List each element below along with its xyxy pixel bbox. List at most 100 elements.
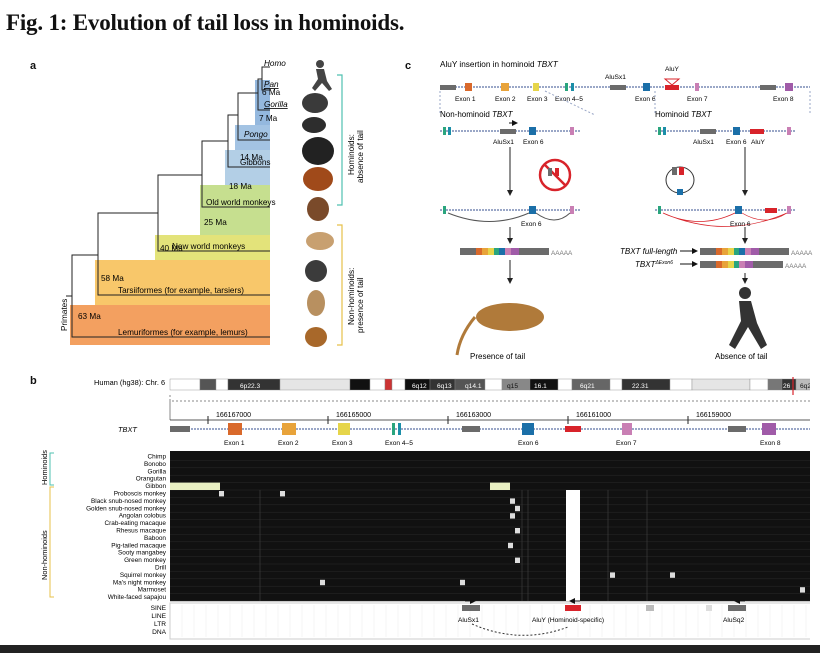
aluy-marker-top — [663, 78, 681, 86]
gene-exon-label: Exon 8 — [760, 440, 781, 447]
band-label: 26 — [783, 383, 791, 390]
taxon-gorilla: Gorilla — [264, 100, 288, 109]
h-transcript-delta — [700, 261, 783, 268]
nh-alusx1-label: AluSx1 — [493, 139, 514, 146]
taxon-homo: Homo — [264, 59, 286, 68]
gene-exon-block — [392, 423, 395, 435]
panel-b-alignment: Human (hg38): Chr. 6 6p22.3 6q12 6q13 q14.1… — [40, 377, 810, 640]
top-exon-1 — [465, 83, 472, 91]
repeat-label-alusx1: AluSx1 — [458, 617, 479, 624]
species-label: White-faced sapajou — [108, 594, 167, 601]
panel-c-mechanism: AluY insertion in hominoid TBXT AluSx1 A… — [439, 60, 813, 361]
age-6ma: 6 Ma — [262, 88, 281, 97]
coordinate-label: 166167000 — [216, 412, 251, 419]
h-transcript-full — [700, 248, 789, 255]
coordinate-label: 166159000 — [696, 412, 731, 419]
gene-exon-label: Exon 2 — [278, 440, 299, 447]
top-exon2-label: Exon 2 — [495, 96, 516, 103]
top-exon-4 — [565, 83, 568, 91]
monkey-with-tail-icon — [476, 303, 544, 331]
species-label: Bonobo — [144, 461, 166, 468]
gene-exon-block — [282, 423, 296, 435]
band-label: 6p22.3 — [240, 383, 261, 390]
gene-exon-block — [228, 423, 242, 435]
top-exon45-label: Exon 4–5 — [555, 96, 583, 103]
hominoid-bracket-line1: Hominoids: — [347, 134, 356, 175]
h-poly-a-delta: AAAAA — [785, 263, 807, 270]
panel-b-letter: b — [30, 375, 37, 387]
bottom-bar — [0, 645, 820, 653]
group-bracket-hominoids — [49, 452, 54, 486]
tree-background-lemuriformes — [70, 305, 270, 345]
species-label: Gorilla — [148, 468, 167, 475]
nh-transcript — [460, 248, 549, 255]
gorilla-icon — [302, 137, 334, 165]
species-label: Orangutan — [136, 476, 167, 483]
gene-exon-label: Exon 6 — [518, 440, 539, 447]
h-aluy-label: AluY — [751, 139, 766, 146]
gene-exon-label: Exon 3 — [332, 440, 353, 447]
top-label-alusx1: AluSx1 — [605, 74, 626, 81]
hominoid-bracket-line2: absence of tail — [356, 130, 365, 183]
old-world-monkey-icon — [306, 232, 334, 250]
nh-exon6-label: Exon 6 — [523, 139, 544, 146]
repeat-track-label: LTR — [154, 621, 166, 628]
species-label: Ma's night monkey — [113, 579, 167, 586]
taxon-lemuriformes: Lemuriformes (for example, lemurs) — [118, 328, 248, 337]
species-label: Pig-tailed macaque — [111, 542, 166, 549]
taxon-pan: Pan — [264, 80, 279, 89]
gene-exon-block — [762, 423, 776, 435]
taxon-gibbons: Gibbons — [240, 158, 271, 167]
taxon-owm: Old world monkeys — [206, 198, 276, 207]
lemur-icon — [305, 327, 327, 347]
new-world-monkey-icon — [305, 260, 327, 282]
top-exon-3 — [533, 83, 539, 91]
age-25ma: 25 Ma — [204, 218, 227, 227]
human-runner-icon — [312, 60, 332, 91]
species-label: Sooty mangabey — [118, 550, 167, 557]
nonhominoid-bracket-line1: Non-hominoids: — [347, 268, 356, 325]
animal-silhouettes — [302, 60, 334, 347]
repeat-alusq2-block — [728, 605, 746, 611]
panel-c-title: AluY insertion in hominoid TBXT — [440, 60, 559, 69]
panel-a-letter: a — [30, 60, 37, 72]
repeat-label-alusq2: AluSq2 — [723, 617, 745, 624]
hominoid-title: Hominoid TBXT — [655, 110, 713, 119]
nonhominoid-title: Non-hominoid TBXT — [440, 110, 514, 119]
gene-label-tbxt: TBXT — [118, 425, 137, 434]
nonhominoid-bracket — [337, 224, 343, 346]
group-label-nonhominoids: Non-hominoids — [40, 530, 49, 580]
species-label: Baboon — [144, 535, 166, 542]
human-runner-no-tail-icon — [729, 287, 767, 349]
species-label: Drill — [155, 565, 166, 572]
top-label-aluy: AluY — [665, 66, 680, 73]
species-label: Proboscis monkey — [114, 491, 167, 498]
gene-exon-block — [338, 423, 350, 435]
age-63ma: 63 Ma — [78, 312, 101, 321]
band-label: 6q21 — [580, 383, 595, 390]
tree-background-owm — [200, 185, 270, 235]
root-label-primates: Primates — [60, 299, 69, 331]
coordinate-label: 166163000 — [456, 412, 491, 419]
panel-a-phylogeny: Homo Pan Gorilla Pongo Gibbons Old world… — [60, 59, 365, 347]
nh-spliced-exon6-label: Exon 6 — [521, 221, 542, 228]
chimp-icon — [302, 93, 328, 113]
age-14ma: 14 Ma — [240, 153, 263, 162]
panel-c-letter: c — [405, 60, 412, 72]
band-label: 16.1 — [534, 383, 547, 390]
tree-branches — [66, 66, 270, 338]
chrom-label: Human (hg38): Chr. 6 — [94, 378, 165, 387]
age-7ma: 7 Ma — [259, 114, 278, 123]
gene-exon-label: Exon 4–5 — [385, 440, 413, 447]
repeat-track-area — [169, 602, 810, 640]
h-spliced-exon6-label: Exon 6 — [730, 221, 751, 228]
top-exon-6 — [643, 83, 650, 91]
label-full-length: TBXT full-length — [620, 247, 678, 256]
tree-background-nwm — [155, 235, 270, 260]
top-exon-5 — [571, 83, 574, 91]
band-label: 6q13 — [437, 383, 452, 390]
species-label: Rhesus macaque — [116, 528, 166, 535]
gene-exon-block — [622, 423, 632, 435]
taxon-nwm: New world monkeys — [172, 242, 245, 251]
no-loop-prohibition-icon — [538, 158, 572, 192]
